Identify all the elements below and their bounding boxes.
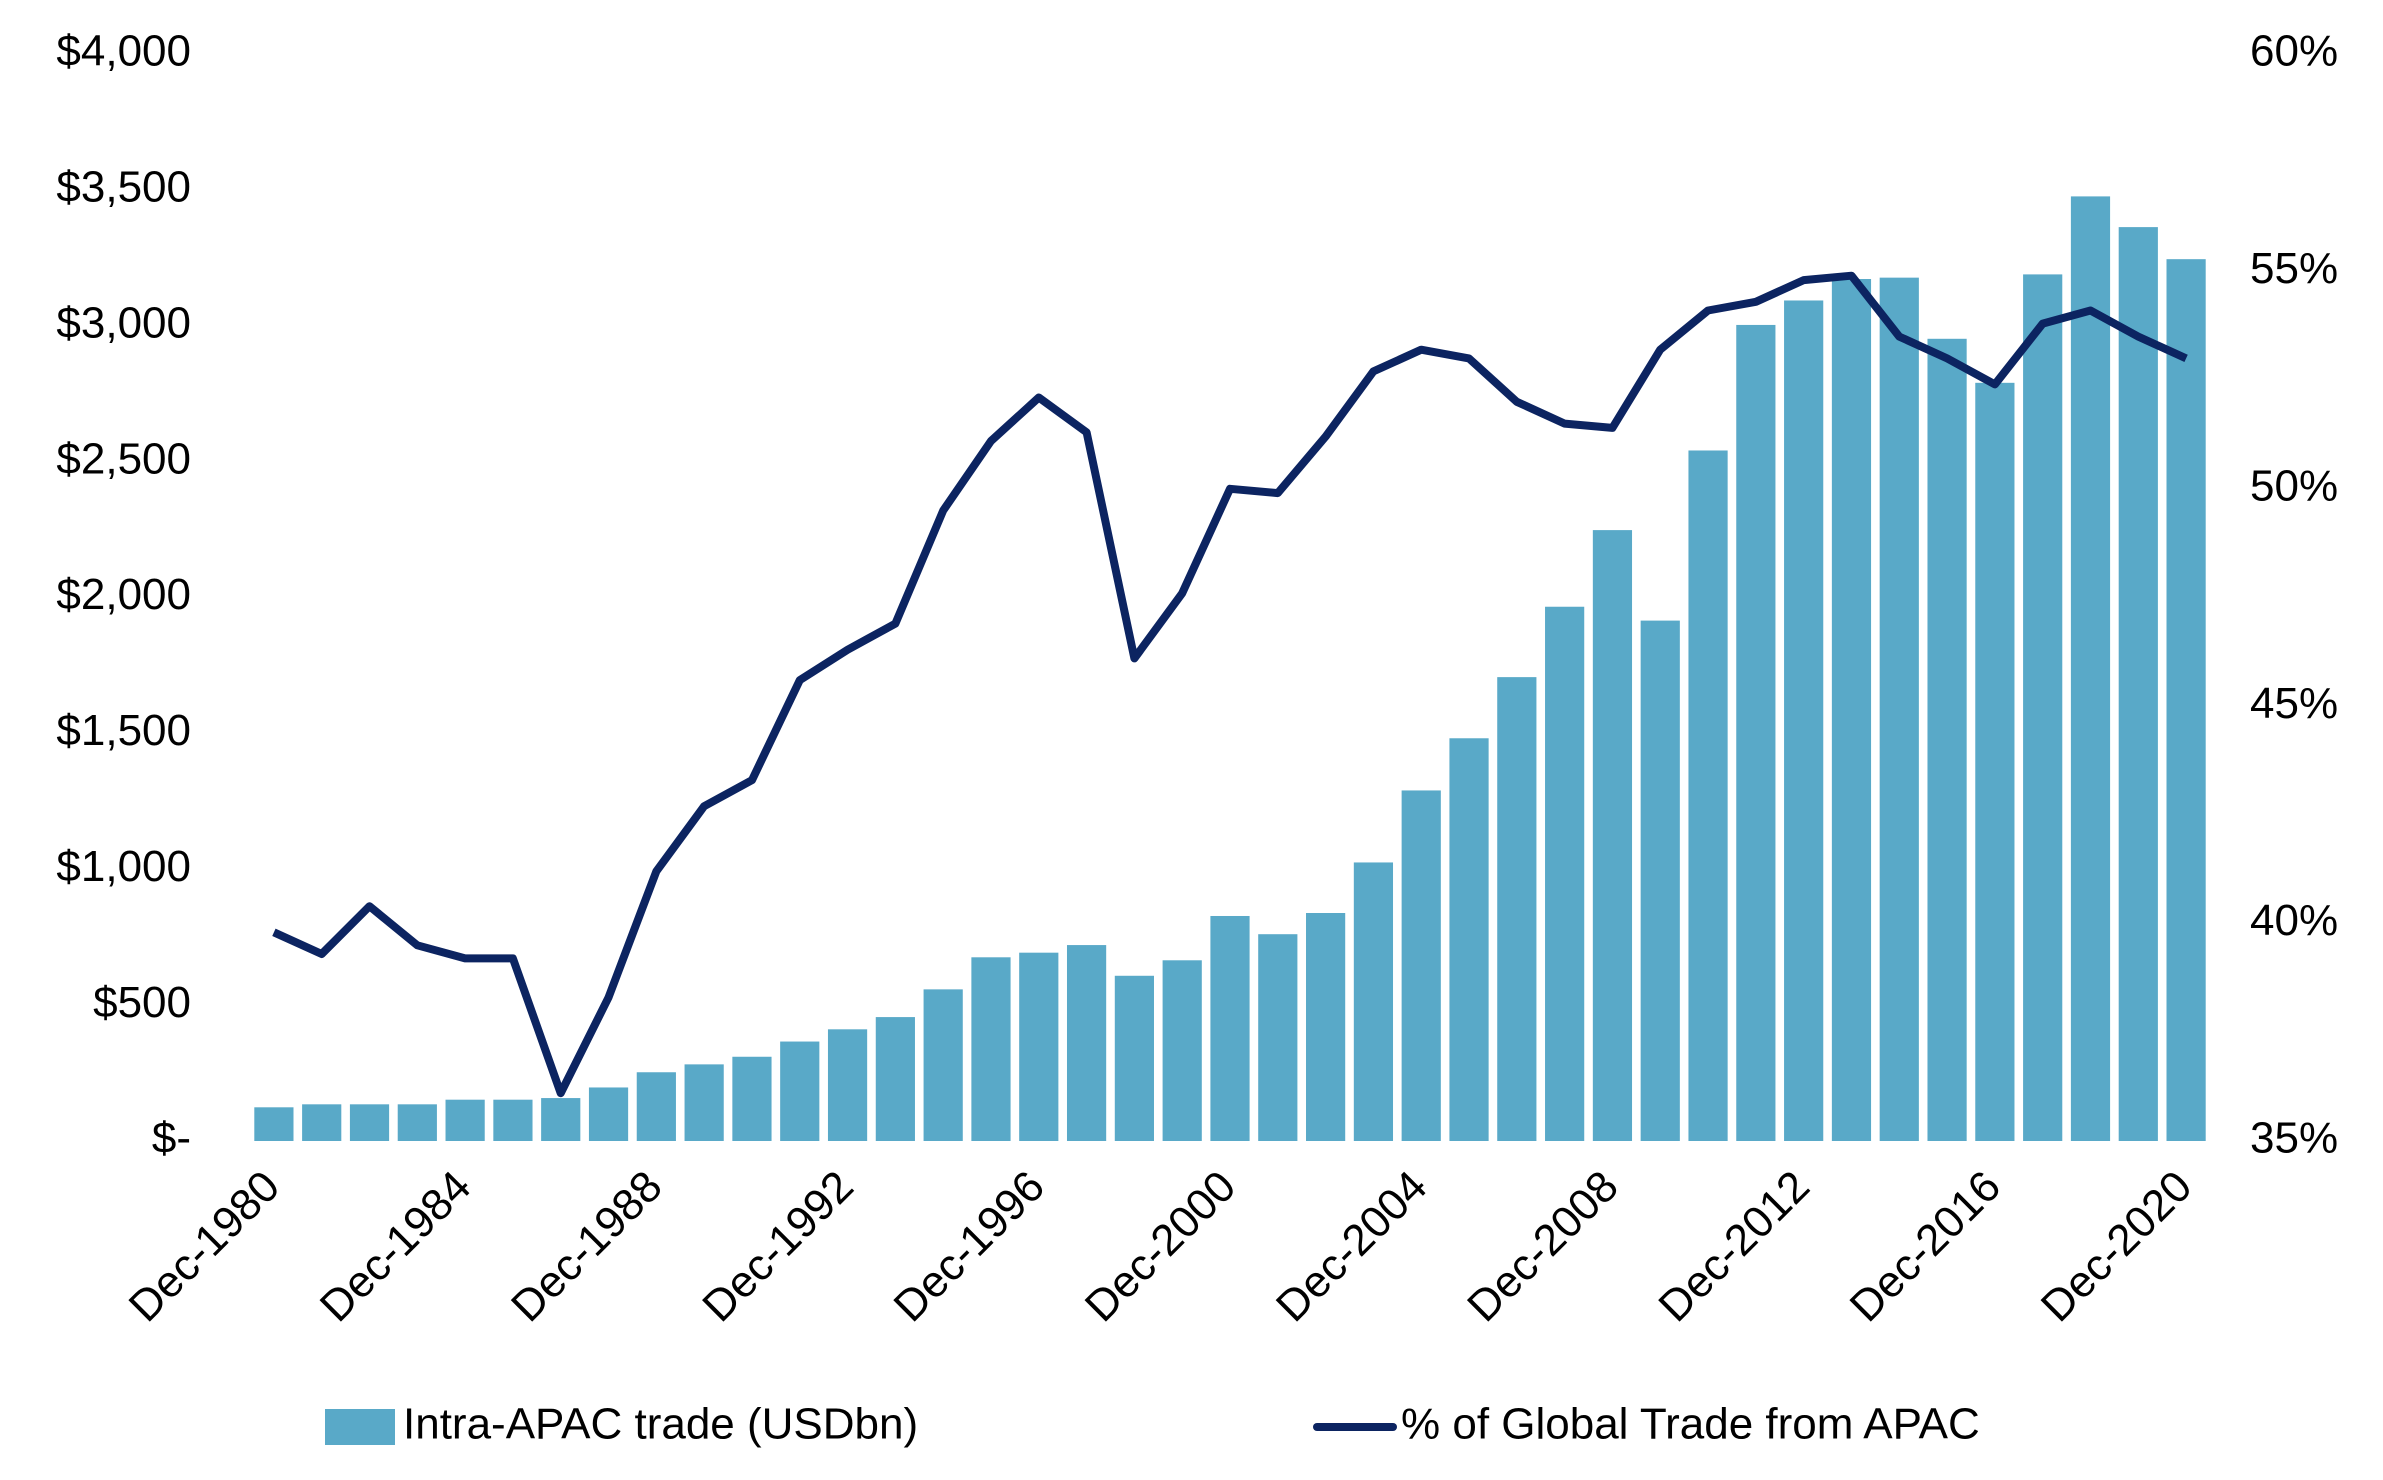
y-tick-label: $-: [152, 1114, 191, 1163]
y2-tick-label: 50%: [2250, 461, 2338, 510]
bar: [2023, 274, 2063, 1141]
bar: [1784, 300, 1824, 1141]
line: [272, 271, 2188, 1098]
x-tick-label: Dec-1984: [311, 1162, 481, 1332]
bar: [923, 989, 963, 1141]
bar: [1640, 620, 1680, 1141]
bar: [1879, 277, 1919, 1141]
bar: [1210, 915, 1250, 1141]
legend-swatch: [325, 1409, 395, 1445]
legend-label: % of Global Trade from APAC: [1401, 1400, 1980, 1449]
bar: [541, 1098, 581, 1141]
bar: [1019, 952, 1059, 1141]
y2-tick-label: 45%: [2250, 679, 2338, 728]
bar: [349, 1104, 390, 1141]
bar: [302, 1104, 342, 1141]
bar: [1449, 738, 1489, 1141]
x-tick-label: Dec-1988: [502, 1162, 672, 1332]
x-tick-label: Dec-1996: [885, 1162, 1055, 1332]
bar: [1497, 677, 1537, 1141]
x-tick-label: Dec-2020: [2032, 1162, 2202, 1332]
y2-tick-label: 55%: [2250, 244, 2338, 293]
bar: [636, 1072, 676, 1141]
x-tick-label: Dec-1992: [693, 1162, 863, 1332]
y-tick-label: $4,000: [56, 27, 191, 76]
y-tick-label: $1,000: [56, 842, 191, 891]
bar: [397, 1104, 437, 1141]
x-tick-label: Dec-2016: [1841, 1162, 2011, 1332]
y2-tick-label: 60%: [2250, 27, 2338, 76]
y-tick-label: $3,500: [56, 163, 191, 212]
bar: [2118, 227, 2158, 1142]
bar: [684, 1064, 724, 1141]
bar: [1545, 606, 1585, 1141]
bar: [588, 1087, 629, 1141]
y2-tick-label: 35%: [2250, 1114, 2338, 1163]
bar: [2070, 196, 2111, 1142]
bar: [1927, 338, 1967, 1141]
bar: [1831, 279, 1872, 1141]
bar: [1114, 975, 1154, 1141]
bar: [780, 1041, 820, 1141]
x-tick-label: Dec-2004: [1267, 1162, 1437, 1332]
legend-label: Intra-APAC trade (USDbn): [403, 1400, 918, 1449]
bar: [827, 1029, 868, 1141]
x-tick-label: Dec-1980: [120, 1162, 290, 1332]
bar: [1162, 960, 1202, 1141]
bar: [1975, 382, 2015, 1141]
bar: [971, 957, 1011, 1141]
bar: [1401, 790, 1441, 1141]
bar: [1353, 862, 1394, 1141]
bar: [1736, 324, 1776, 1141]
bar: [732, 1056, 772, 1141]
bar: [1066, 945, 1107, 1141]
y-tick-label: $500: [93, 978, 191, 1027]
bar: [2166, 259, 2206, 1141]
y2-tick-label: 40%: [2250, 896, 2338, 945]
x-tick-label: Dec-2000: [1076, 1162, 1246, 1332]
y-tick-label: $1,500: [56, 706, 191, 755]
y-tick-label: $2,500: [56, 434, 191, 483]
bar: [1688, 450, 1728, 1141]
bar: [1592, 530, 1633, 1141]
y-tick-label: $3,000: [56, 298, 191, 347]
y-tick-label: $2,000: [56, 570, 191, 619]
bar: [1306, 913, 1346, 1141]
x-tick-label: Dec-2012: [1649, 1162, 1819, 1332]
bar: [254, 1107, 294, 1141]
bar: [493, 1099, 533, 1141]
bar: [1258, 934, 1298, 1141]
bar: [875, 1017, 915, 1141]
bar: [445, 1099, 485, 1141]
x-tick-label: Dec-2008: [1458, 1162, 1628, 1332]
